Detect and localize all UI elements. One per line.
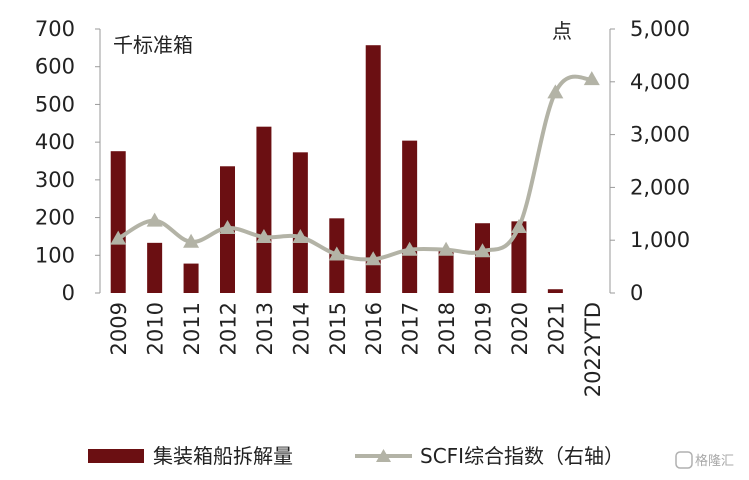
x-tick-label: 2018 <box>435 302 459 355</box>
left-axis-tick-label: 400 <box>35 130 75 154</box>
x-tick-label: 2021 <box>544 302 568 355</box>
x-tick-label: 2020 <box>508 302 532 355</box>
bar-2018 <box>438 250 454 293</box>
scfi-point-2019 <box>474 243 491 258</box>
legend-triangle-marker <box>376 449 391 462</box>
x-tick-label: 2019 <box>472 302 496 355</box>
bar-2019 <box>475 223 490 293</box>
left-axis-unit-label: 千标准箱 <box>113 33 193 57</box>
legend: 集装箱船拆解量 SCFI综合指数（右轴） <box>88 444 624 468</box>
scfi-point-2012 <box>219 220 236 235</box>
left-axis-tick-label: 200 <box>35 206 75 230</box>
scfi-point-2016 <box>365 251 382 266</box>
right-axis-tick-label: 0 <box>630 281 643 305</box>
watermark-logo-icon <box>675 451 693 469</box>
bar-2020 <box>511 221 527 293</box>
x-axis: 2009 2010 2011 2012 2013 2014 2015 2016 2017 2018… <box>107 302 605 397</box>
right-axis-tick-label: 5,000 <box>630 17 690 41</box>
legend-line-label: SCFI综合指数（右轴） <box>420 444 624 468</box>
scfi-point-2020 <box>510 219 527 233</box>
x-tick-label: 2017 <box>399 302 423 355</box>
scfi-point-2009 <box>110 230 127 245</box>
right-axis-tick-label: 1,000 <box>630 228 690 252</box>
scfi-point-2017 <box>401 241 418 256</box>
x-tick-label: 2016 <box>362 302 386 355</box>
scfi-line <box>117 74 593 262</box>
right-axis-tick-label: 3,000 <box>630 123 690 147</box>
x-tick-label: 2012 <box>217 302 241 355</box>
left-axis-tick-label: 600 <box>35 55 75 79</box>
x-tick-label: 2010 <box>144 302 168 355</box>
x-tick-label: 2015 <box>326 302 350 355</box>
x-tick-label: 2011 <box>180 302 204 355</box>
scfi-point-2010 <box>146 212 163 227</box>
watermark-text: 格隆汇 <box>695 453 734 469</box>
left-y-axis: 0 100 200 300 400 500 600 700 <box>35 17 101 305</box>
left-axis-tick-label: 700 <box>35 17 75 41</box>
scfi-point-2022YTD <box>583 71 600 86</box>
left-axis-tick-label: 300 <box>35 168 75 192</box>
bar-2016 <box>365 45 381 293</box>
right-axis-tick-label: 4,000 <box>630 70 690 94</box>
x-tick-label: 2009 <box>107 302 131 355</box>
x-tick-label: 2013 <box>253 302 277 355</box>
legend-bar-swatch <box>88 449 144 463</box>
watermark: 格隆汇 <box>675 451 734 469</box>
bar-2013 <box>256 126 272 294</box>
x-tick-label: 2022YTD <box>581 302 605 397</box>
right-y-axis: 0 1,000 2,000 3,000 4,000 5,000 <box>609 17 690 305</box>
left-axis-tick-label: 100 <box>35 243 75 267</box>
line-series <box>110 71 600 266</box>
bar-2021 <box>547 289 563 293</box>
bar-2009 <box>110 151 126 293</box>
left-axis-tick-label: 0 <box>62 281 75 305</box>
bar-2011 <box>183 263 199 293</box>
scfi-point-2015 <box>328 246 345 261</box>
x-tick-label: 2014 <box>289 302 313 355</box>
scfi-point-2011 <box>183 233 200 248</box>
scfi-point-2018 <box>438 241 455 256</box>
bar-2014 <box>292 152 308 293</box>
legend-bar-label: 集装箱船拆解量 <box>153 444 293 468</box>
scfi-point-2021 <box>547 84 564 99</box>
bar-2010 <box>147 242 163 293</box>
scfi-point-2014 <box>292 229 309 244</box>
bar-2017 <box>402 140 418 293</box>
left-axis-tick-label: 500 <box>35 92 75 116</box>
right-axis-tick-label: 2,000 <box>630 175 690 199</box>
right-axis-unit-label: 点 <box>552 19 572 43</box>
scfi-point-2013 <box>255 229 272 244</box>
